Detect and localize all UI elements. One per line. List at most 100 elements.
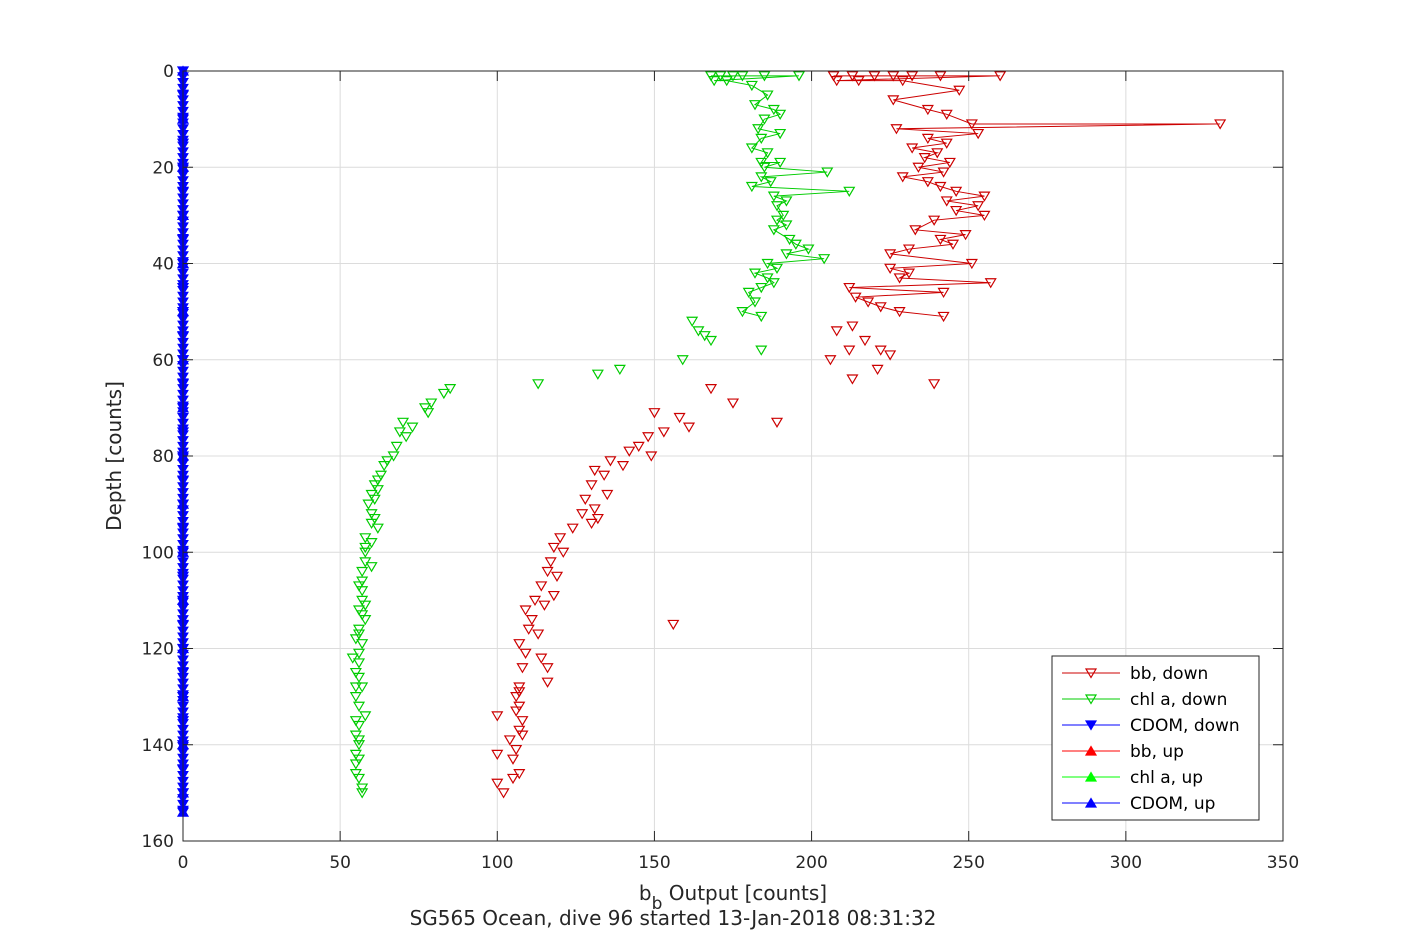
legend-item: bb, up — [1062, 742, 1184, 762]
data-point — [356, 682, 369, 693]
data-point — [965, 119, 978, 130]
data-point — [774, 157, 787, 169]
data-point — [767, 278, 780, 289]
data-point — [538, 600, 551, 611]
data-point — [789, 239, 802, 250]
data-point — [544, 557, 557, 568]
data-point — [755, 311, 768, 323]
data-point — [566, 523, 579, 534]
data-point — [893, 273, 906, 284]
data-point — [748, 100, 762, 111]
legend-marker — [1084, 668, 1098, 679]
data-point — [755, 172, 768, 183]
data-point — [601, 489, 614, 501]
data-point — [352, 658, 366, 669]
data-point — [736, 71, 749, 82]
data-point — [953, 85, 966, 96]
data-point — [780, 249, 793, 260]
data-point — [978, 191, 991, 202]
data-point — [585, 480, 598, 491]
data-point — [824, 355, 837, 366]
data-point — [535, 653, 548, 664]
data-point — [902, 268, 916, 279]
data-point — [906, 71, 919, 82]
x-tick-label: 0 — [178, 853, 189, 873]
data-point — [950, 186, 963, 197]
legend-marker — [1084, 797, 1098, 808]
data-point — [931, 148, 944, 159]
data-point — [541, 663, 554, 674]
data-point — [632, 441, 645, 453]
data-point — [994, 71, 1007, 82]
data-point — [532, 379, 545, 390]
data-point — [755, 345, 768, 356]
series-line — [711, 75, 850, 317]
data-point — [821, 167, 834, 178]
data-point — [780, 220, 793, 231]
data-point — [748, 297, 762, 308]
data-point — [918, 153, 931, 164]
data-point — [645, 451, 658, 462]
data-point — [720, 76, 733, 87]
data-point — [858, 335, 872, 347]
data-point — [352, 720, 366, 732]
data-point — [513, 639, 526, 650]
data-point — [736, 307, 749, 318]
data-point — [359, 711, 372, 722]
data-point — [422, 408, 435, 419]
data-point — [874, 345, 887, 356]
data-point — [352, 672, 366, 684]
data-point — [503, 735, 516, 746]
y-tick-label: 0 — [163, 62, 174, 82]
data-point — [846, 374, 859, 385]
data-point — [588, 504, 601, 515]
data-point — [525, 615, 538, 626]
data-point — [356, 788, 369, 799]
x-tick-label: 300 — [1110, 853, 1142, 873]
data-point — [547, 542, 560, 554]
data-point — [896, 172, 909, 183]
ticks: 0 50 100 150 200 250 300 350 0 20 40 60 80 100 120 140 1… — [142, 62, 1300, 873]
data-point — [519, 648, 532, 659]
data-point — [912, 162, 925, 173]
data-point — [934, 234, 947, 246]
data-point — [554, 533, 567, 544]
data-point — [761, 90, 774, 101]
y-tick-label: 40 — [152, 255, 174, 275]
data-point — [902, 244, 916, 255]
data-point — [378, 461, 391, 472]
x-axis-title-main: b — [639, 881, 652, 905]
data-point — [604, 456, 617, 467]
data-point — [887, 95, 900, 106]
legend-label: bb, down — [1130, 664, 1208, 684]
data-point — [755, 282, 768, 294]
data-point — [921, 104, 934, 116]
data-point — [752, 124, 765, 135]
data-point — [761, 258, 774, 270]
legend-item: CDOM, up — [1062, 794, 1215, 814]
data-point — [959, 230, 972, 241]
legend-box — [1051, 655, 1260, 821]
data-point — [1214, 119, 1227, 130]
data-point — [893, 307, 906, 318]
data-point — [774, 109, 787, 120]
data-point — [965, 258, 978, 270]
data-point — [682, 422, 696, 433]
series-7 — [346, 316, 768, 799]
y-tick-label: 160 — [142, 832, 174, 852]
data-point — [852, 76, 865, 87]
data-point — [884, 263, 897, 274]
data-point — [532, 629, 545, 640]
x-tick-label: 50 — [329, 853, 351, 873]
data-point — [704, 384, 718, 395]
data-point — [896, 76, 909, 87]
data-point — [843, 282, 856, 294]
data-point — [770, 417, 784, 428]
series-0 — [827, 71, 1227, 323]
data-point — [371, 523, 384, 534]
y-tick-label: 120 — [142, 640, 174, 660]
data-point — [497, 788, 510, 799]
series-1 — [704, 71, 856, 323]
legend-marker — [1084, 771, 1098, 782]
data-point — [764, 177, 777, 188]
